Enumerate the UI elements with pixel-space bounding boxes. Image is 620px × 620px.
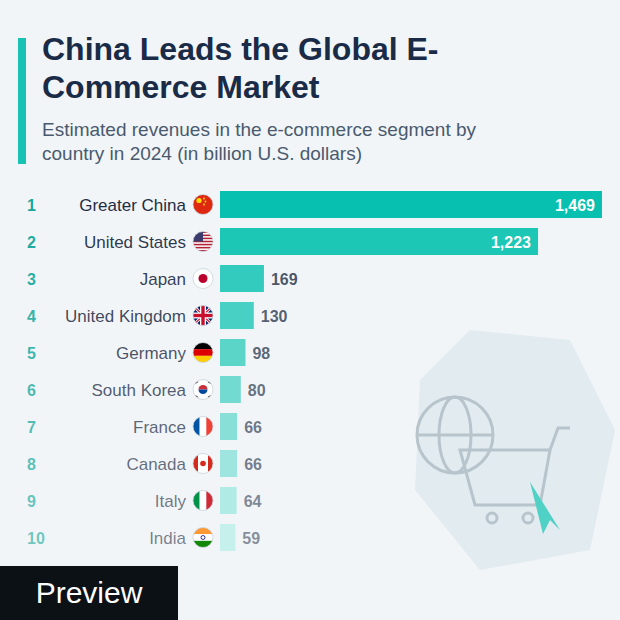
svg-text:8: 8 xyxy=(27,456,36,473)
svg-text:9: 9 xyxy=(27,493,36,510)
html-text:Preview: Preview xyxy=(35,576,143,609)
svg-text:169: 169 xyxy=(271,271,298,288)
svg-text:5: 5 xyxy=(27,345,36,362)
svg-text:United States: United States xyxy=(84,233,186,252)
svg-text:Japan: Japan xyxy=(140,270,186,289)
svg-text:98: 98 xyxy=(252,345,270,362)
svg-text:Canada: Canada xyxy=(126,455,186,474)
svg-text:80: 80 xyxy=(248,382,266,399)
svg-text:66: 66 xyxy=(244,456,262,473)
html-text:Estimated revenues in the e-co: Estimated revenues in the e-commerce seg… xyxy=(42,119,476,164)
svg-text:6: 6 xyxy=(27,382,36,399)
svg-text:3: 3 xyxy=(27,271,36,288)
svg-text:10: 10 xyxy=(27,530,45,547)
svg-text:59: 59 xyxy=(242,530,260,547)
svg-text:Germany: Germany xyxy=(116,344,186,363)
svg-text:7: 7 xyxy=(27,419,36,436)
svg-text:1,223: 1,223 xyxy=(491,234,531,251)
svg-text:4: 4 xyxy=(27,308,36,325)
svg-text:France: France xyxy=(133,418,186,437)
svg-text:64: 64 xyxy=(244,493,262,510)
svg-text:India: India xyxy=(149,529,186,548)
svg-text:South Korea: South Korea xyxy=(91,381,186,400)
svg-text:130: 130 xyxy=(261,308,288,325)
svg-text:United Kingdom: United Kingdom xyxy=(65,307,186,326)
svg-text:66: 66 xyxy=(244,419,262,436)
svg-text:Italy: Italy xyxy=(155,492,187,511)
svg-text:Greater China: Greater China xyxy=(79,196,186,215)
html-text:China Leads the Global E-Comme: China Leads the Global E-Commerce Market xyxy=(42,31,439,105)
svg-text:1: 1 xyxy=(27,197,36,214)
svg-text:2: 2 xyxy=(27,234,36,251)
svg-text:1,469: 1,469 xyxy=(555,197,595,214)
